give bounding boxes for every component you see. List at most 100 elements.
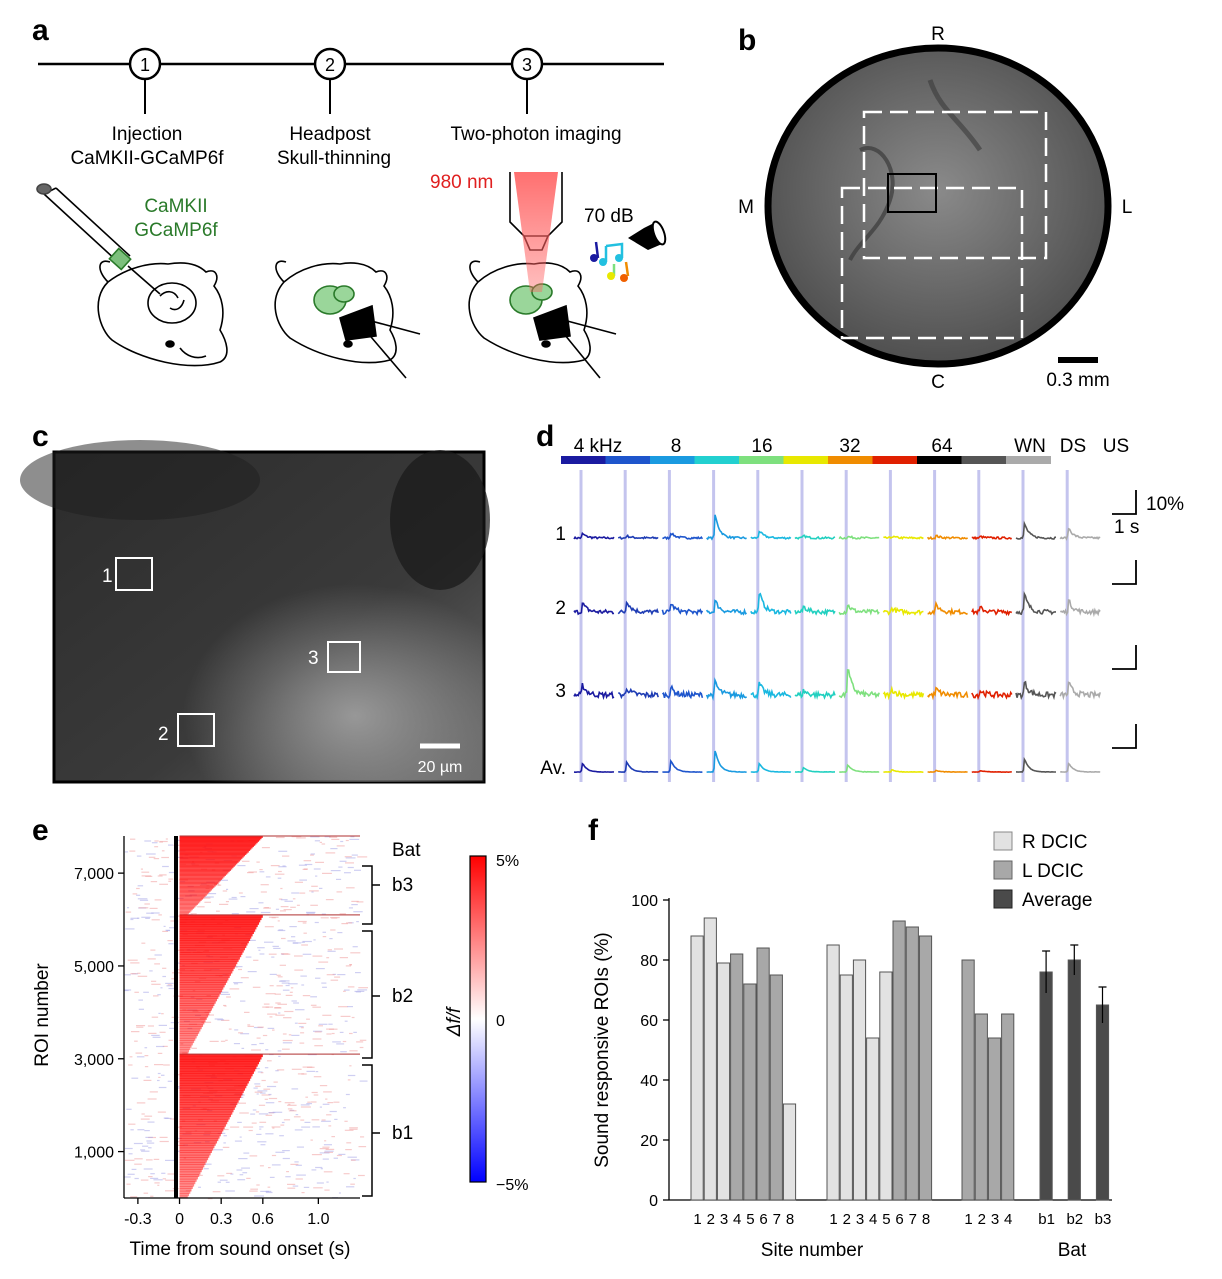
heatmap-response: [179, 989, 223, 993]
roi-box-3: [327, 641, 361, 673]
f-x-tick: 3: [720, 1211, 728, 1228]
calcium-trace: [883, 535, 924, 540]
heatmap-response: [179, 1099, 239, 1103]
calcium-trace: [1015, 591, 1056, 616]
f-x-tick: 6: [895, 1211, 903, 1228]
panel-e: e 7,000 5,000 3,000 1,000 -0.3 0 0.3 0.6 1.0 RO…: [32, 814, 528, 1260]
calcium-trace: [882, 606, 924, 617]
heatmap-response: [179, 913, 188, 916]
f-x-tick: 2: [978, 1211, 986, 1228]
heatmap-response: [179, 1195, 188, 1199]
heatmap-response: [179, 1068, 256, 1072]
heatmap-response: [179, 942, 248, 946]
heatmap-response: [179, 1147, 214, 1151]
calcium-trace: [794, 605, 836, 618]
stim-label: DS: [1060, 436, 1086, 457]
bar: [782, 1103, 797, 1201]
heatmap-response: [179, 1169, 202, 1173]
calcium-trace: [838, 604, 880, 616]
heatmap-response: [179, 1014, 209, 1018]
heatmap-response: [179, 862, 238, 865]
stim-label: 8: [671, 436, 682, 457]
panel-c: c 1 2 3 20 µm: [20, 420, 490, 784]
bar: [905, 926, 919, 1201]
f-bat-label: Bat: [1058, 1240, 1087, 1261]
heatmap-response: [179, 1157, 209, 1161]
calcium-trace: [573, 682, 615, 701]
heatmap-response: [179, 1186, 193, 1189]
heatmap-response: [179, 867, 233, 870]
heatmap-response: [179, 900, 201, 903]
panel-d: d 4 kHz 8 16 32 64 WN DS US 1 2 3 Av. 10% 1 s: [536, 420, 1184, 782]
heatmap-response: [179, 1188, 192, 1192]
f-x-tick: 4: [869, 1211, 877, 1228]
heatmap-response: [179, 842, 257, 845]
heatmap-response: [179, 1080, 249, 1084]
heatmap-response: [179, 1078, 251, 1082]
heatmap-response: [179, 845, 254, 848]
heatmap-response: [179, 870, 230, 873]
f-x-tick: 3: [991, 1211, 999, 1228]
heatmap-response: [179, 970, 233, 974]
heatmap-response: [179, 889, 211, 892]
stim-color-segment: [694, 456, 740, 464]
calcium-trace: [1016, 756, 1056, 773]
stim-label: 4 kHz: [574, 436, 623, 457]
heatmap-response: [179, 855, 244, 858]
heatmap-response: [179, 956, 240, 960]
heatmap-response: [179, 952, 243, 955]
bar: [892, 920, 906, 1201]
scale-label-x: 1 s: [1114, 517, 1139, 538]
heatmap-response: [179, 968, 234, 972]
calcium-trace: [839, 763, 880, 773]
speaker-icon: [628, 220, 667, 250]
heatmap-response: [179, 1082, 248, 1086]
calcium-trace: [927, 686, 969, 701]
calcium-trace: [971, 769, 1012, 774]
heatmap-response: [179, 965, 235, 969]
heatmap-response: [179, 895, 206, 898]
panel-label-c: c: [32, 420, 49, 453]
calcium-trace: [1015, 680, 1057, 701]
calcium-trace: [882, 685, 925, 701]
heatmap-response: [179, 850, 249, 853]
calcium-trace: [750, 681, 792, 700]
f-x-tick: 2: [843, 1211, 851, 1228]
f-x-tick: 8: [922, 1211, 930, 1228]
heatmap-response: [179, 1181, 196, 1185]
heatmap-response: [179, 1133, 221, 1137]
heatmap-response: [179, 1012, 210, 1016]
heatmap-response: [179, 851, 248, 854]
heatmap-response: [179, 928, 256, 932]
heatmap-response: [179, 879, 221, 882]
music-notes-icon: [590, 241, 630, 282]
bar: [1001, 1013, 1015, 1201]
heatmap-response: [179, 1174, 200, 1177]
f-x-tick: 3: [856, 1211, 864, 1228]
heatmap-response: [179, 909, 192, 912]
legend-swatch-r: [993, 831, 1013, 851]
f-x-tick: 1: [964, 1211, 972, 1228]
heatmap-response: [179, 1193, 190, 1197]
bar: [879, 971, 893, 1201]
e-x-tick: 1.0: [307, 1211, 329, 1228]
stim-color-segment: [783, 456, 829, 464]
stim-label: 16: [751, 436, 772, 457]
heatmap-response: [179, 891, 210, 894]
heatmap-response: [179, 1019, 206, 1023]
heatmap-response: [179, 991, 221, 995]
heatmap-response: [179, 876, 224, 879]
f-y-tick: 60: [640, 1013, 658, 1030]
calcium-trace: [750, 761, 791, 774]
heatmap-response: [179, 868, 232, 871]
heatmap-response: [179, 908, 193, 911]
heatmap-response: [179, 1000, 216, 1004]
heatmap-response: [179, 996, 219, 999]
roi-box-1: [115, 557, 153, 591]
bar: [866, 1037, 880, 1201]
bar: [730, 953, 744, 1201]
bar: [974, 1013, 988, 1201]
calcium-trace: [1059, 527, 1101, 541]
calcium-trace: [662, 758, 703, 774]
heatmap-response: [179, 1164, 205, 1168]
